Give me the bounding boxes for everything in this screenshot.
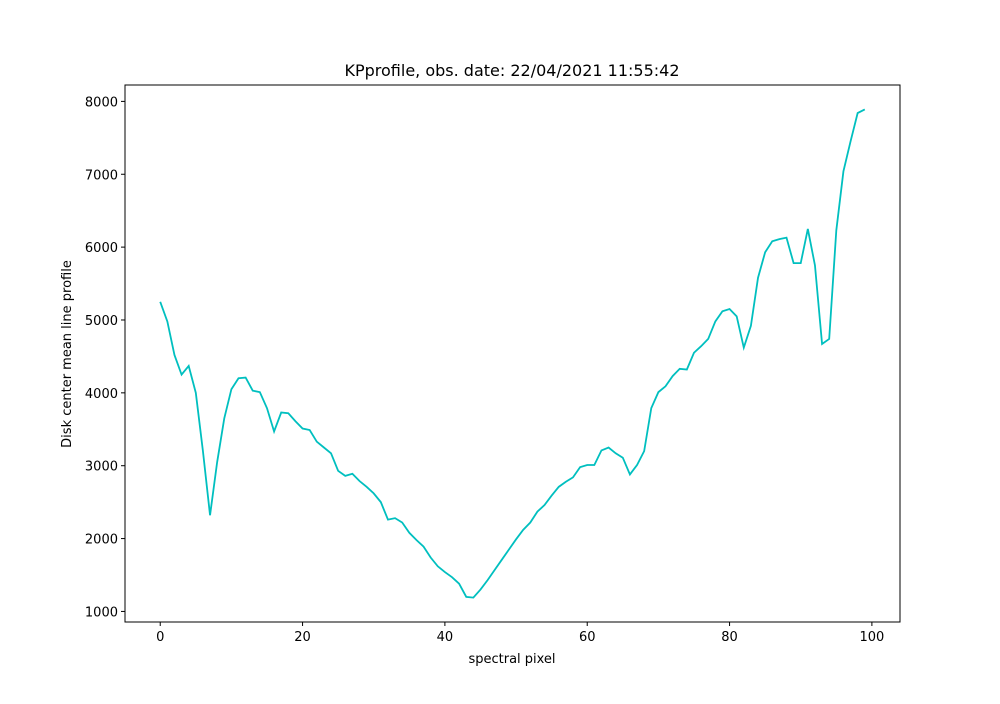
x-tick-label: 0: [156, 630, 164, 645]
x-tick-label: 40: [437, 630, 454, 645]
chart-title: KPprofile, obs. date: 22/04/2021 11:55:4…: [344, 61, 679, 80]
x-tick-label: 60: [579, 630, 596, 645]
y-tick-label: 4000: [85, 387, 118, 402]
y-tick-label: 7000: [85, 168, 118, 183]
y-tick-label: 1000: [85, 605, 118, 620]
y-tick-label: 5000: [85, 314, 118, 329]
x-tick-label: 100: [859, 630, 884, 645]
y-tick-label: 8000: [85, 95, 118, 110]
x-axis-label: spectral pixel: [468, 652, 555, 667]
plot-frame: [124, 84, 901, 623]
y-tick-label: 2000: [85, 533, 118, 548]
x-tick-label: 20: [294, 630, 311, 645]
y-tick-label: 6000: [85, 241, 118, 256]
y-axis-label: Disk center mean line profile: [60, 260, 75, 448]
y-tick-label: 3000: [85, 460, 118, 475]
x-tick-label: 80: [721, 630, 738, 645]
data-line: [159, 108, 866, 599]
